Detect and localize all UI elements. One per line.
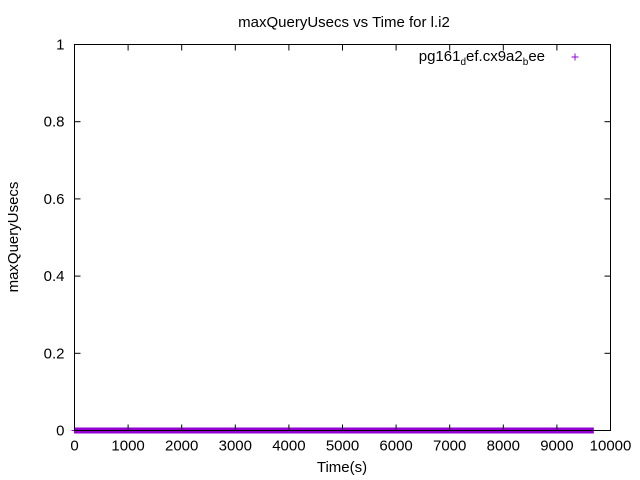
legend-subscript: b	[523, 57, 529, 68]
y-tick-label: 0.6	[44, 191, 65, 208]
legend-text: ef.cx9a2	[466, 48, 523, 65]
x-tick-label: 3000	[219, 438, 252, 455]
chart-title: maxQueryUsecs vs Time for l.i2	[238, 14, 450, 31]
x-tick-label: 2000	[165, 438, 198, 455]
x-tick-label: 6000	[379, 438, 412, 455]
axis-ticks: 0 1000 2000 3000 4000 5000 6000 7000 8000 9000 100…	[44, 37, 632, 455]
x-tick-label: 1000	[111, 438, 144, 455]
y-axis-label: maxQueryUsecs	[5, 182, 22, 293]
x-tick-label: 0	[70, 438, 78, 455]
y-tick-label: 0.4	[44, 268, 65, 285]
y-tick-label: 0.8	[44, 114, 65, 131]
x-tick-label: 7000	[433, 438, 466, 455]
legend-label: pg161def.cx9a2bee	[419, 48, 545, 68]
x-tick-label: 9000	[540, 438, 573, 455]
legend-subscript: d	[460, 57, 466, 68]
x-tick-label: 4000	[272, 438, 305, 455]
legend-text: ee	[528, 48, 545, 65]
x-tick-label: 8000	[487, 438, 520, 455]
legend-marker	[571, 53, 579, 61]
x-axis-label: Time(s)	[317, 459, 367, 476]
y-tick-label: 0	[56, 423, 64, 440]
x-tick-label: 10000	[590, 438, 632, 455]
x-tick-label: 5000	[326, 438, 359, 455]
y-tick-label: 1	[56, 37, 64, 54]
y-tick-label: 0.2	[44, 345, 65, 362]
legend: pg161def.cx9a2bee	[419, 48, 579, 68]
plot-frame	[74, 44, 611, 431]
legend-text: pg161	[419, 48, 461, 65]
